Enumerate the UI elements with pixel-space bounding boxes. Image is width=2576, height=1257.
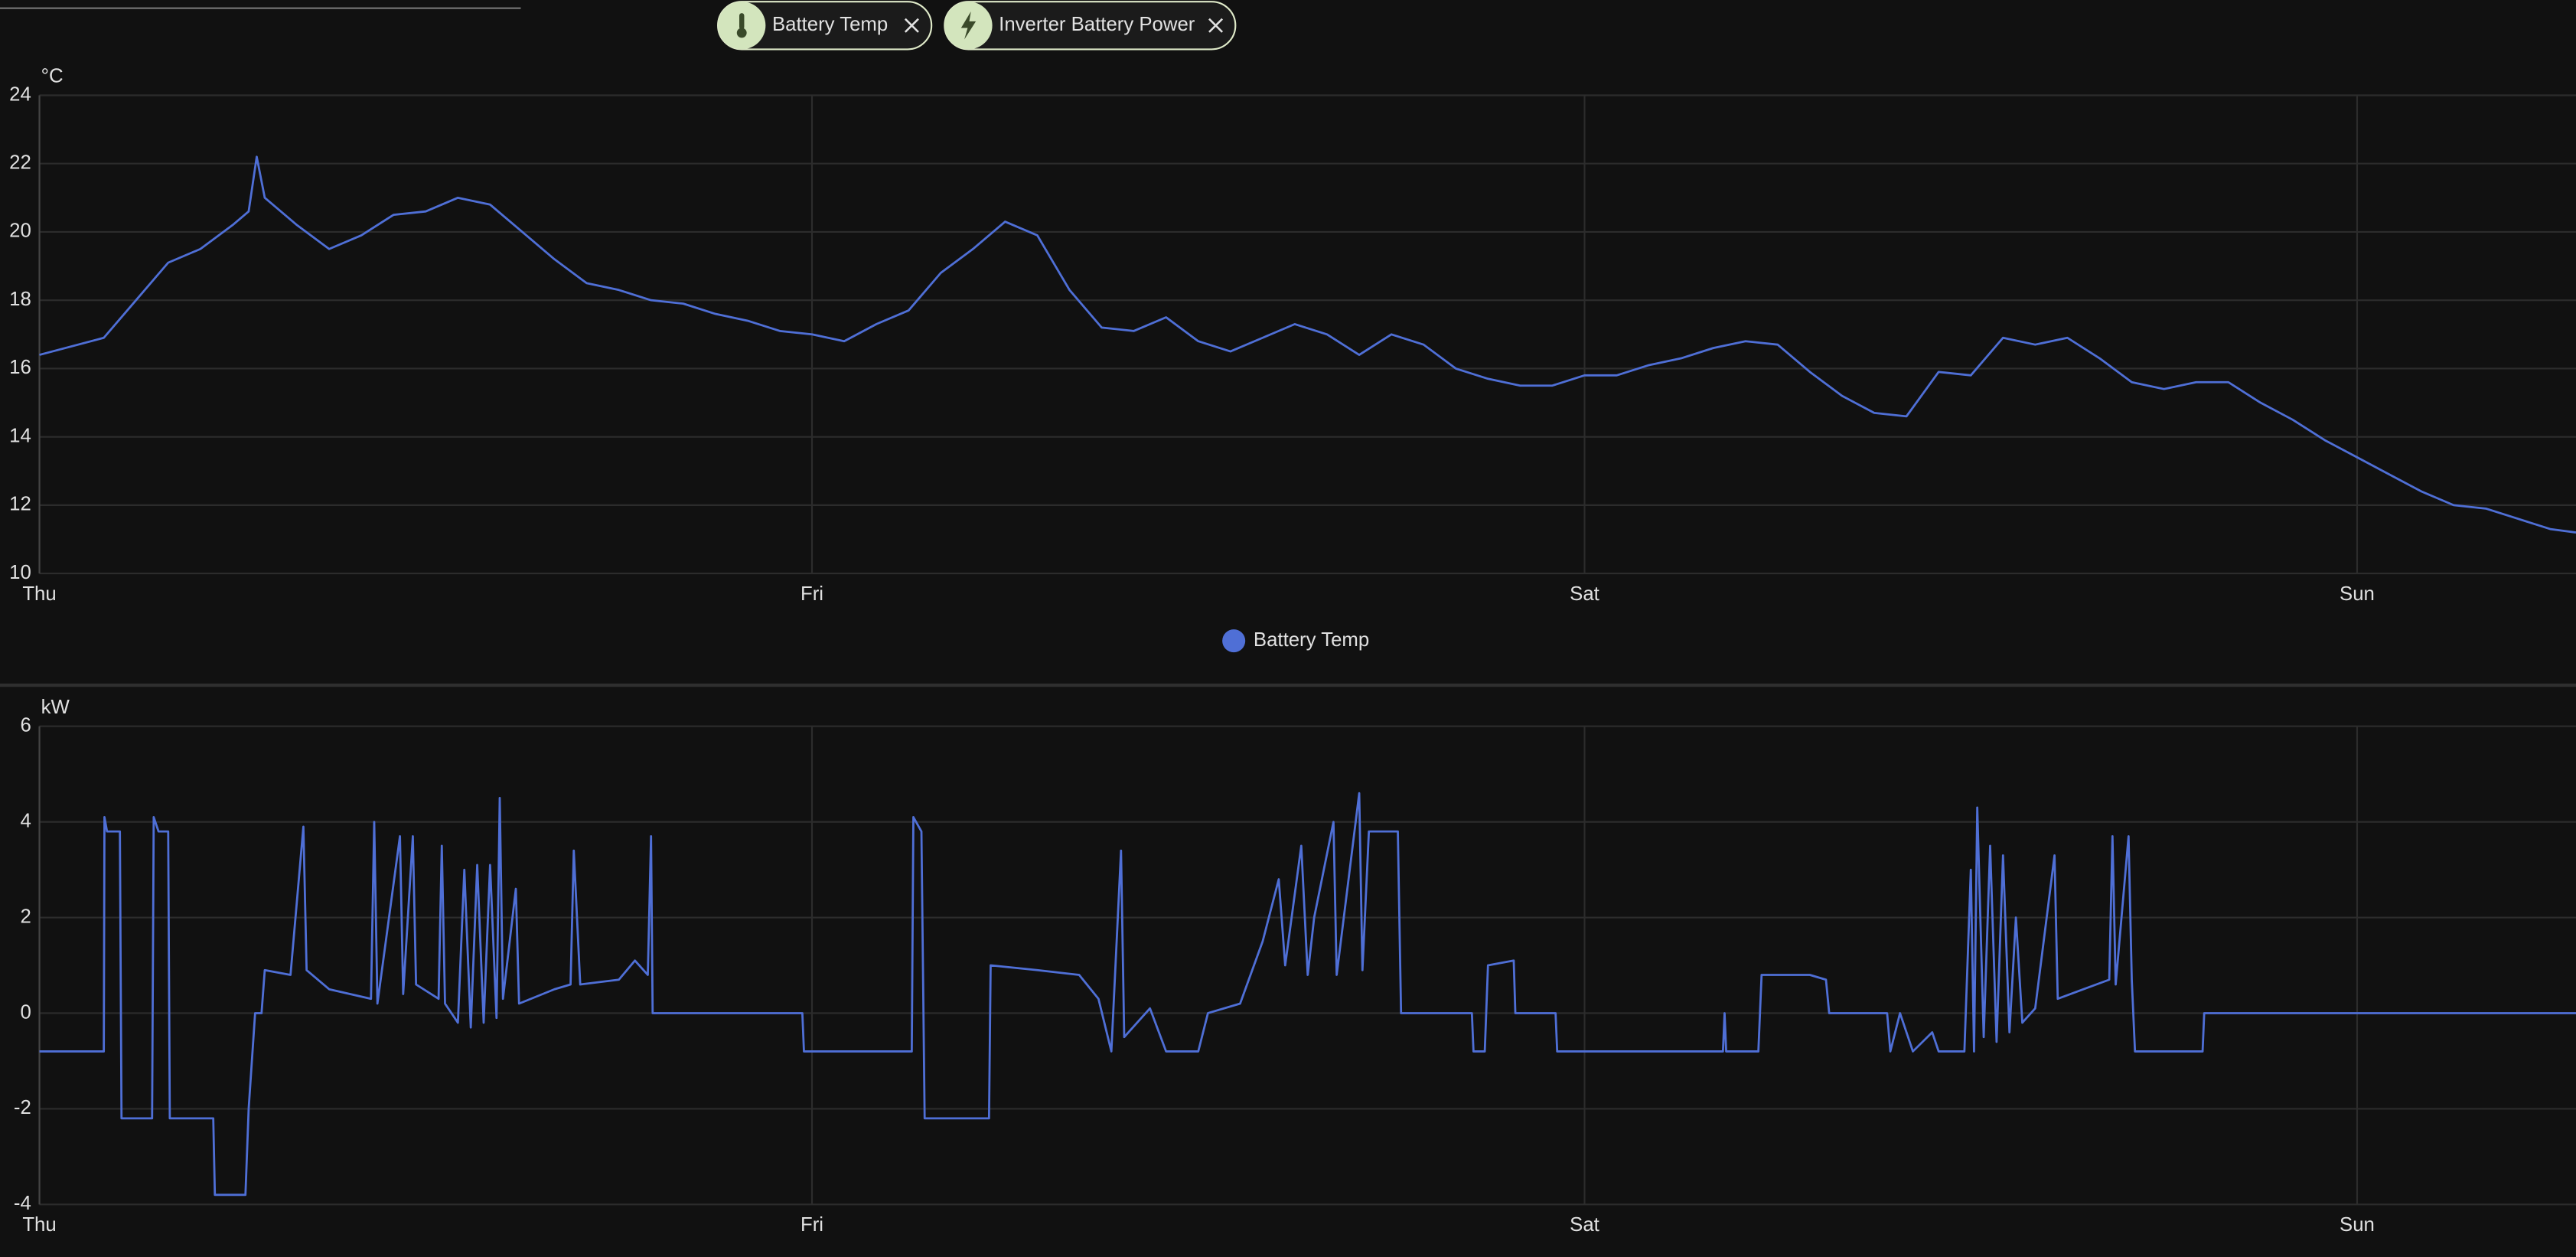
chip-label: Inverter Battery Power [999, 14, 1195, 35]
x-tick-label: Sun [2340, 583, 2375, 605]
chip-remove[interactable] [904, 18, 919, 33]
chip-label: Battery Temp [772, 14, 888, 35]
x-tick-label: Sun [2340, 1214, 2375, 1236]
x-tick-label: Fri [801, 583, 823, 605]
legend-marker [1222, 629, 1246, 653]
y-tick-label: 4 [20, 810, 31, 831]
y-tick-label: -4 [14, 1193, 31, 1214]
chip-remove[interactable] [1208, 18, 1224, 33]
thermometer-bulb [736, 28, 747, 38]
y-tick-label: 10 [9, 562, 31, 583]
y-tick-label: 6 [20, 715, 31, 736]
y-unit: kW [41, 697, 70, 718]
lightning-icon [960, 11, 977, 40]
x-tick-label: Sat [1570, 583, 1599, 605]
x-tick-label: Sat [1570, 1214, 1599, 1236]
y-tick-label: 2 [20, 906, 31, 927]
y-tick-label: 22 [9, 152, 31, 174]
filter-chip[interactable]: Battery Temp [717, 1, 933, 51]
legend-label: Battery Temp [1254, 629, 1369, 651]
y-tick-label: 18 [9, 289, 31, 310]
y-unit: °C [41, 66, 64, 87]
y-tick-label: 16 [9, 357, 31, 378]
thermometer-icon [739, 13, 745, 30]
x-tick-label: Fri [801, 1214, 823, 1236]
y-tick-label: 24 [9, 83, 31, 105]
y-tick-label: 12 [9, 494, 31, 515]
filter-chip[interactable]: Inverter Battery Power [944, 1, 1237, 51]
series-line [39, 155, 2576, 534]
series-line [39, 792, 2576, 1197]
y-tick-label: 14 [9, 425, 31, 446]
x-tick-label: Thu [22, 1214, 56, 1236]
x-tick-label: Thu [22, 583, 56, 605]
y-tick-label: -2 [14, 1097, 31, 1118]
y-tick-label: 20 [9, 220, 31, 242]
y-tick-label: 0 [20, 1001, 31, 1023]
